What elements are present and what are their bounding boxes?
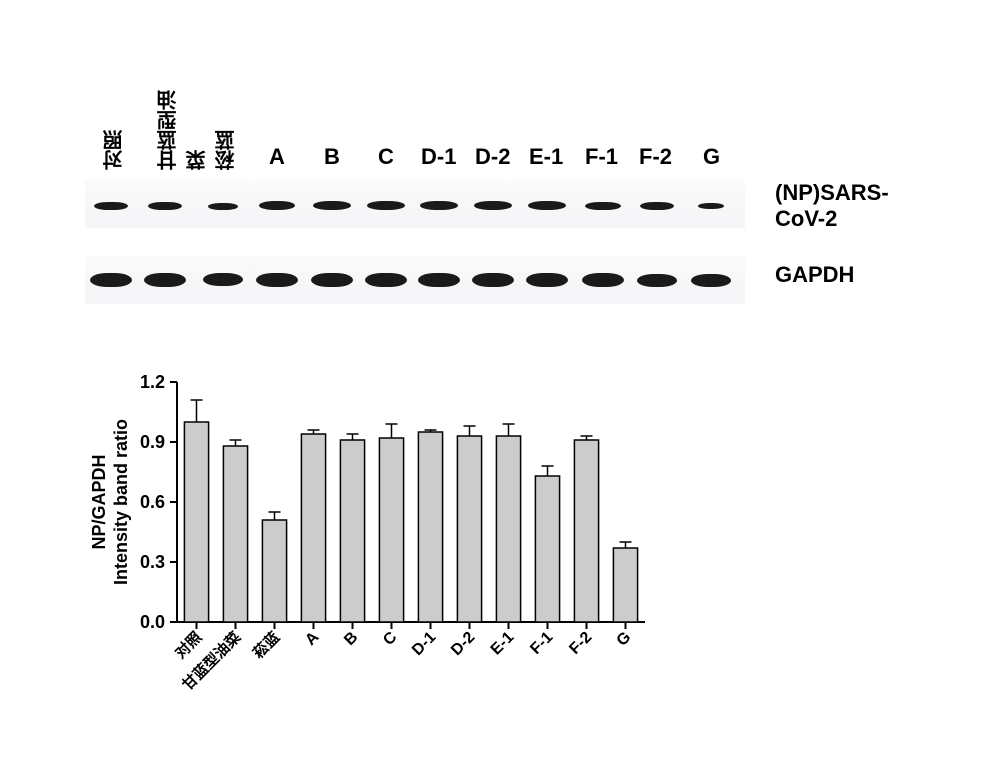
blot-row-label: (NP)SARS-CoV-2 [775, 180, 915, 232]
bar [379, 438, 403, 622]
x-tick-label: 对照 [171, 628, 205, 662]
bar-chart-panel: 0.0 0.3 0.6 0.9 1.2 NP/GAPDHIntensity band ra… [85, 370, 655, 760]
blot-row-label: GAPDH [775, 262, 854, 288]
blot-band [94, 202, 128, 210]
lane-label: A [269, 144, 285, 170]
x-tick-label: 菘蓝 [249, 628, 283, 662]
blot-band [582, 273, 624, 287]
blot-band [313, 201, 351, 210]
blot-band [698, 203, 724, 209]
y-tick-label: 0.3 [140, 552, 165, 572]
blot-band [637, 274, 677, 287]
y-tick-label: 0.9 [140, 432, 165, 452]
blot-row [85, 256, 745, 304]
x-tick-label: B [341, 629, 361, 649]
blot-row [85, 180, 745, 228]
lane-label: D-1 [421, 144, 456, 170]
blot-band [640, 202, 674, 210]
y-tick-label: 0.6 [140, 492, 165, 512]
blot-band [691, 274, 731, 287]
x-tick-label: E-1 [488, 629, 518, 659]
blot-band [311, 273, 353, 287]
blot-band [256, 273, 298, 287]
bar [340, 440, 364, 622]
lane-label: G [703, 144, 720, 170]
y-axis-title-1: NP/GAPDH [89, 454, 109, 549]
bar [184, 422, 208, 622]
blot-band [144, 273, 186, 287]
western-blot-panel: 对照甘蓝型油菜菘蓝 A B C D-1 D-2 E-1 F-1 F-2 G (NP)SARS-Co… [85, 0, 915, 330]
blot-band [148, 202, 182, 210]
blot-band [472, 273, 514, 287]
lane-label: 菘蓝 [212, 130, 241, 170]
bar [496, 436, 520, 622]
blot-band [585, 202, 621, 210]
x-tick-label: F-1 [527, 629, 556, 658]
lane-labels-row: 对照甘蓝型油菜菘蓝 A B C D-1 D-2 E-1 F-1 F-2 G [85, 80, 745, 170]
x-tick-label: F-2 [566, 629, 595, 658]
x-tick-label: A [302, 628, 323, 649]
lane-label: B [324, 144, 340, 170]
blot-band [259, 201, 295, 210]
blot-band [203, 273, 243, 286]
x-tick-label: D-2 [448, 629, 478, 659]
blot-band [418, 273, 460, 287]
bar [613, 548, 637, 622]
lane-label: D-2 [475, 144, 510, 170]
x-tick-label: D-1 [409, 629, 439, 659]
bar [418, 432, 442, 622]
x-tick-label: G [614, 629, 635, 650]
y-tick-label: 1.2 [140, 372, 165, 392]
blot-band [474, 201, 512, 210]
blot-band [208, 203, 238, 210]
blot-band [367, 201, 405, 210]
bar [535, 476, 559, 622]
lane-label: 对照 [100, 130, 129, 170]
blot-band [90, 273, 132, 287]
blot-band [526, 273, 568, 287]
lane-label: E-1 [529, 144, 563, 170]
bar [457, 436, 481, 622]
bar-chart-svg: 0.0 0.3 0.6 0.9 1.2 NP/GAPDHIntensity band ra… [85, 370, 655, 760]
blot-band [365, 273, 407, 287]
lane-label: F-1 [585, 144, 618, 170]
lane-label: 甘蓝型油菜 [154, 80, 212, 170]
lane-label: C [378, 144, 394, 170]
blot-band [420, 201, 458, 210]
y-tick-label: 0.0 [140, 612, 165, 632]
blot-band [528, 201, 566, 210]
y-axis-title-2: Intensity band ratio [111, 419, 131, 585]
bar [301, 434, 325, 622]
lane-label: F-2 [639, 144, 672, 170]
bar [262, 520, 286, 622]
x-tick-label: C [380, 628, 401, 649]
bar [574, 440, 598, 622]
bar [223, 446, 247, 622]
